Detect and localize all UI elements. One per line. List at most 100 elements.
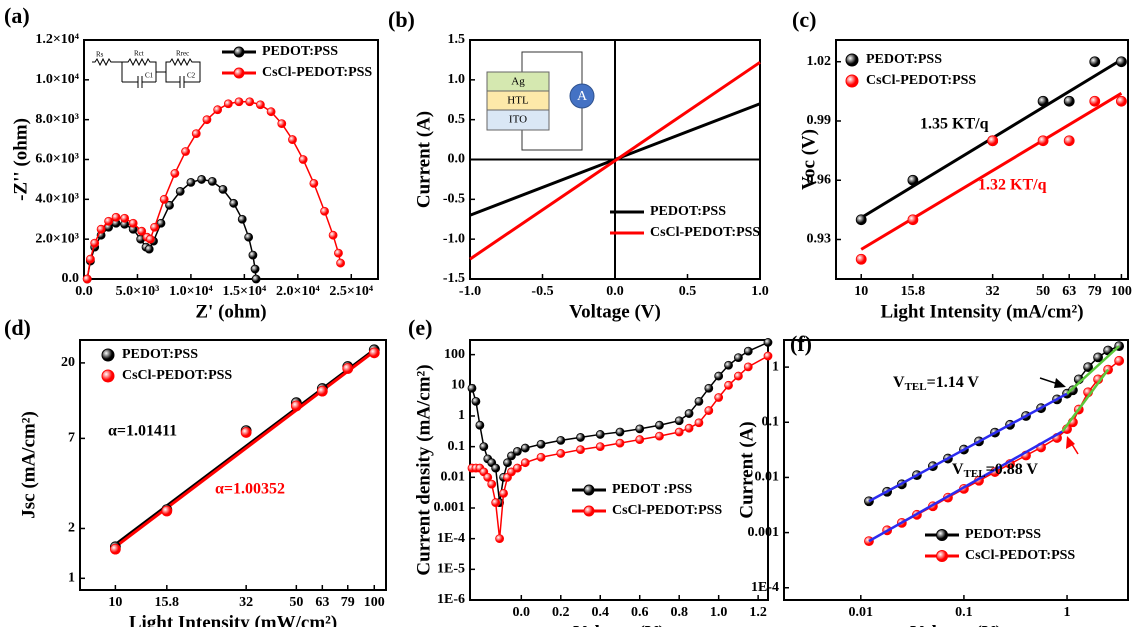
x-tick-label: 50 [289, 595, 303, 610]
x-tick-label: -1.0 [459, 284, 481, 299]
inset-label: Ag [511, 76, 525, 88]
fit-line [868, 392, 1068, 503]
y-tick-label: 0.01 [441, 470, 466, 485]
marker [520, 458, 530, 468]
inset-label: HTL [507, 95, 529, 107]
marker [156, 218, 166, 228]
marker [635, 424, 645, 434]
x-tick-label: 15.8 [155, 595, 180, 610]
y-axis-label: Current (A) [736, 421, 757, 518]
marker [512, 463, 522, 473]
annotation-part: V [893, 374, 905, 391]
y-tick-label: 6.0×10³ [35, 152, 79, 167]
marker [218, 184, 228, 194]
fit-line [860, 92, 1123, 251]
legend-label: CsCl-PEDOT:PSS [122, 368, 232, 383]
x-axis-label: Voltage (V) [573, 622, 665, 627]
annotation-part: =1.14 V [927, 374, 980, 391]
marker [336, 258, 345, 268]
x-tick-label: 0.0 [606, 284, 624, 299]
marker [855, 214, 867, 226]
x-axis-label: Z' (ohm) [195, 301, 266, 322]
marker [250, 264, 260, 274]
marker [197, 175, 207, 184]
marker [240, 427, 252, 438]
y-tick-label: 4.0×10³ [35, 192, 79, 207]
x-tick-label: 1.2 [749, 605, 767, 620]
x-tick-label: 0.5 [679, 284, 697, 299]
y-tick-label: 0.96 [807, 172, 832, 187]
y-tick-label: 0.001 [748, 525, 780, 540]
legend-label: CsCl-PEDOT:PSS [866, 73, 976, 88]
x-axis-label: Voltage (V) [910, 622, 1002, 627]
x-tick-label: 50 [1036, 284, 1050, 299]
annotation: α=1.01411 [108, 423, 177, 440]
marker [907, 214, 919, 226]
circuit-inset [92, 57, 201, 88]
marker [320, 206, 329, 216]
marker [251, 274, 261, 284]
legend-marker [233, 46, 245, 58]
layer [486, 109, 550, 131]
marker [763, 351, 773, 361]
marker [1063, 135, 1075, 147]
annotation: 1.35 KT/q [920, 116, 989, 133]
x-tick-label: 10 [108, 595, 122, 610]
marker [128, 218, 138, 228]
x-axis-label: Light Intensity (mW/cm²) [129, 612, 337, 627]
y-tick-label: 1E-4 [751, 580, 779, 595]
y-tick-label: 0.99 [807, 113, 832, 128]
panel-label: (c) [792, 7, 816, 32]
marker [724, 360, 733, 370]
y-tick-label: 7 [68, 431, 75, 446]
marker [120, 213, 130, 223]
marker [288, 135, 297, 144]
x-tick-label: 100 [1111, 284, 1132, 299]
y-tick-label: 0.5 [448, 112, 466, 127]
marker [503, 458, 512, 468]
x-tick-label: 1.0 [751, 284, 769, 299]
y-tick-label: 2 [68, 521, 75, 536]
marker [170, 169, 180, 178]
y-axis-label: Voc (V) [798, 129, 819, 190]
panel-label: (b) [388, 7, 415, 32]
x-tick-label: 0.0 [513, 605, 531, 620]
marker [1089, 95, 1101, 107]
y-tick-label: 1.2×10⁴ [35, 32, 79, 47]
marker [248, 250, 258, 260]
inset-label: C2 [187, 72, 196, 80]
y-tick-label: -1.0 [443, 231, 465, 246]
marker [595, 442, 605, 452]
marker [714, 371, 724, 381]
y-tick-label: 1.02 [807, 54, 832, 69]
x-tick-label: 5.0×10³ [116, 284, 160, 299]
legend-marker [101, 348, 115, 362]
marker [487, 479, 497, 489]
marker [479, 442, 489, 452]
arrow-head [1054, 378, 1066, 388]
marker [491, 498, 501, 507]
inset-label: C1 [145, 72, 154, 80]
marker [1116, 56, 1127, 68]
marker [1093, 352, 1103, 363]
y-tick-label: 1E-4 [437, 531, 465, 546]
marker [207, 177, 217, 186]
x-tick-label: 10 [854, 284, 868, 299]
y-tick-label: 20 [61, 355, 75, 370]
y-tick-label: 8.0×10³ [35, 112, 79, 127]
fit-line [114, 350, 376, 548]
marker [556, 435, 566, 445]
x-axis-label: Light Intensity (mA/cm²) [880, 301, 1083, 322]
marker [536, 439, 546, 449]
marker [191, 129, 201, 139]
x-tick-label: 0.6 [631, 605, 649, 620]
marker [277, 119, 287, 129]
legend-label: CsCl-PEDOT:PSS [965, 548, 1075, 563]
ammeter [569, 83, 595, 109]
annotation-subscript: TEL [905, 381, 927, 393]
marker [1083, 362, 1093, 373]
plot-frame [83, 39, 379, 280]
marker [655, 431, 664, 441]
y-axis-label: Jsc (mA/cm²) [18, 411, 39, 519]
